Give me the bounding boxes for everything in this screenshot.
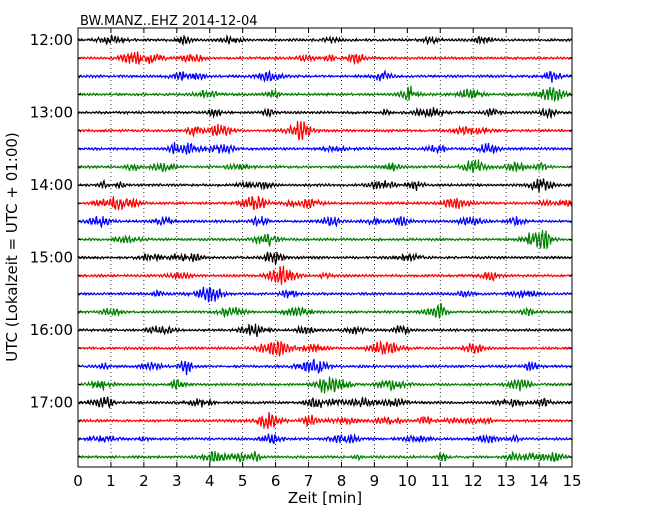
- trace-line: [77, 376, 573, 394]
- trace-line: [77, 323, 573, 338]
- x-tick-label: 9: [370, 472, 380, 490]
- y-tick-label: 14:00: [30, 176, 73, 194]
- x-tick-label: 10: [398, 472, 417, 490]
- y-axis-label: UTC (Lokalzeit = UTC + 01:00): [3, 132, 21, 362]
- x-tick-label: 2: [139, 472, 149, 490]
- plot-frame: [77, 27, 573, 468]
- trace-line: [77, 412, 573, 429]
- trace-line: [77, 158, 573, 173]
- trace-line: [77, 251, 573, 267]
- trace-line: [77, 195, 573, 211]
- trace-line: [77, 395, 573, 409]
- trace-line: [77, 229, 573, 251]
- trace-line: [77, 450, 573, 464]
- trace-layer: [77, 33, 573, 464]
- x-tick-label: 8: [337, 472, 347, 490]
- trace-line: [77, 358, 573, 376]
- y-tick-label: 15:00: [30, 249, 73, 267]
- y-tick-label: 13:00: [30, 104, 73, 122]
- x-axis-label: Zeit [min]: [288, 489, 362, 507]
- trace-line: [77, 106, 573, 120]
- x-tick-label: 12: [464, 472, 483, 490]
- trace-line: [77, 286, 573, 303]
- x-tick-label: 15: [562, 472, 581, 490]
- x-tick-label: 1: [106, 472, 116, 490]
- trace-line: [77, 85, 573, 103]
- trace-line: [77, 214, 573, 229]
- y-tick-label: 16:00: [30, 321, 73, 339]
- x-tick-label: 0: [73, 472, 83, 490]
- x-tick-label: 13: [497, 472, 516, 490]
- x-tick-label: 11: [431, 472, 450, 490]
- y-axis: 12:00 13:00 14:00 15:00 16:00 17:00: [30, 31, 572, 458]
- trace-line: [77, 432, 573, 445]
- trace-line: [77, 69, 573, 83]
- x-axis: 0 1 2 3 4 5 6 7 8 9 10 11 12 13 14 15: [73, 28, 582, 490]
- trace-line: [77, 339, 573, 357]
- x-tick-label: 7: [304, 472, 314, 490]
- trace-line: [77, 141, 573, 156]
- trace-line: [77, 120, 573, 141]
- trace-line: [77, 51, 573, 66]
- x-tick-label: 6: [271, 472, 281, 490]
- trace-line: [77, 302, 573, 319]
- trace-line: [77, 178, 573, 193]
- x-tick-label: 3: [172, 472, 182, 490]
- trace-line: [77, 265, 573, 285]
- y-tick-label: 17:00: [30, 394, 73, 412]
- y-tick-label: 12:00: [30, 31, 73, 49]
- trace-line: [77, 33, 573, 46]
- chart-title: BW.MANZ..EHZ 2014-12-04: [80, 14, 258, 29]
- x-tick-label: 4: [205, 472, 215, 490]
- x-tick-label: 5: [238, 472, 248, 490]
- x-tick-label: 14: [530, 472, 549, 490]
